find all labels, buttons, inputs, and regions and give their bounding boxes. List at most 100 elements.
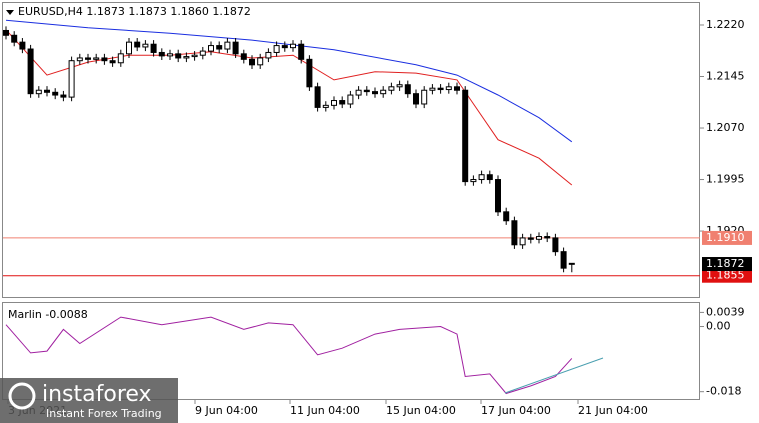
y-tick-label: 1.2220 bbox=[706, 18, 745, 31]
candle-body bbox=[249, 58, 255, 66]
x-tick-label: 9 Jun 04:00 bbox=[195, 404, 258, 417]
title-arrow bbox=[6, 10, 14, 15]
candle-body bbox=[232, 41, 239, 55]
trend-line bbox=[504, 357, 604, 394]
candle-body bbox=[109, 60, 116, 64]
level-label: 1.1855 bbox=[706, 269, 745, 282]
candle-body bbox=[560, 251, 567, 269]
level-box bbox=[702, 230, 752, 245]
candle-body bbox=[158, 51, 165, 57]
candle-body bbox=[35, 89, 42, 95]
candle-body bbox=[462, 89, 469, 183]
candle-body bbox=[52, 91, 59, 96]
candle-body bbox=[339, 100, 346, 105]
candle-body bbox=[495, 179, 501, 213]
candle-body bbox=[27, 48, 34, 95]
y-tick-label: 1.2070 bbox=[706, 121, 745, 134]
candle-body bbox=[536, 236, 542, 240]
candle-body bbox=[568, 262, 575, 265]
indicator-panel bbox=[2, 302, 700, 400]
candle-body bbox=[167, 53, 173, 57]
candle-body bbox=[134, 41, 141, 48]
candle-body bbox=[265, 51, 272, 59]
candle-body bbox=[44, 89, 50, 93]
watermark-name: instaforex bbox=[42, 382, 152, 407]
candle-body bbox=[306, 58, 313, 88]
candle-body bbox=[355, 89, 362, 96]
candle-body bbox=[454, 86, 460, 91]
x-tick-label: 11 Jun 04:00 bbox=[290, 404, 360, 417]
candle-body bbox=[388, 86, 395, 91]
candle-body bbox=[519, 237, 526, 246]
candle-body bbox=[117, 53, 124, 64]
candle-body bbox=[199, 50, 206, 56]
main-plot: 1.22201.21451.20701.19951.19201.19101.18… bbox=[3, 18, 752, 417]
candle-body bbox=[478, 174, 485, 181]
candle-body bbox=[19, 41, 26, 50]
indicator-title: Marlin -0.0088 bbox=[8, 308, 88, 321]
y-tick-label: 1.1995 bbox=[706, 173, 745, 186]
candle-body bbox=[93, 57, 100, 60]
watermark-icon bbox=[8, 382, 36, 410]
candle-body bbox=[240, 53, 247, 60]
y-tick-label: 0.0039 bbox=[706, 305, 745, 318]
candle-body bbox=[68, 60, 75, 98]
level-box bbox=[702, 268, 752, 283]
level-box bbox=[702, 257, 752, 272]
candle-body bbox=[175, 53, 182, 59]
candle-body bbox=[3, 29, 9, 36]
candle-body bbox=[527, 237, 534, 240]
candle-body bbox=[208, 45, 214, 52]
candle-body bbox=[363, 89, 370, 93]
candle-body bbox=[273, 45, 280, 53]
watermark-tagline: Instant Forex Trading bbox=[46, 407, 162, 420]
candle-body bbox=[314, 86, 321, 108]
candle-body bbox=[322, 104, 329, 108]
candle-body bbox=[85, 57, 91, 60]
main-panel bbox=[2, 2, 700, 298]
candle-body bbox=[216, 45, 223, 50]
candle-body bbox=[503, 211, 510, 222]
y-tick-label: -0.018 bbox=[706, 385, 741, 398]
candle-body bbox=[421, 89, 428, 105]
level-label: 1.1872 bbox=[706, 257, 745, 270]
candle-body bbox=[101, 57, 108, 62]
candle-body bbox=[380, 89, 387, 95]
candle-body bbox=[437, 87, 444, 91]
x-tick-label: 15 Jun 04:00 bbox=[386, 404, 456, 417]
y-tick-label: 1.2145 bbox=[706, 70, 745, 83]
candle-body bbox=[396, 84, 403, 88]
candle-body bbox=[257, 57, 264, 66]
indicator-plot: 0.0039 0.00 -0.018 bbox=[5, 305, 745, 398]
candle-body bbox=[486, 174, 493, 181]
candle-body bbox=[126, 41, 132, 55]
candle-body bbox=[298, 43, 305, 60]
candle-body bbox=[511, 220, 518, 246]
level-label: 1.1910 bbox=[706, 231, 745, 244]
candle-body bbox=[372, 91, 378, 95]
candle-body bbox=[552, 237, 559, 253]
y-tick-label: 0.00 bbox=[706, 320, 731, 333]
candle-body bbox=[76, 57, 83, 62]
candle-body bbox=[281, 45, 288, 49]
candle-body bbox=[404, 84, 411, 95]
candle-body bbox=[60, 94, 67, 98]
candle-body bbox=[445, 86, 452, 91]
moving-average bbox=[5, 19, 573, 143]
chart-title: EURUSD,H4 1.1873 1.1873 1.1860 1.1872 bbox=[18, 5, 251, 18]
candle-body bbox=[11, 34, 18, 43]
candle-body bbox=[142, 43, 149, 48]
indicator-line bbox=[5, 316, 573, 395]
candle-body bbox=[191, 54, 198, 58]
candle-body bbox=[224, 41, 231, 50]
watermark: instaforex Instant Forex Trading bbox=[0, 378, 178, 423]
candle-body bbox=[183, 56, 190, 59]
candle-body bbox=[347, 94, 354, 105]
candle-body bbox=[544, 236, 551, 239]
candle-body bbox=[429, 87, 436, 91]
candle-body bbox=[470, 179, 477, 183]
candle-body bbox=[331, 100, 337, 106]
x-tick-label: 21 Jun 04:00 bbox=[578, 404, 648, 417]
